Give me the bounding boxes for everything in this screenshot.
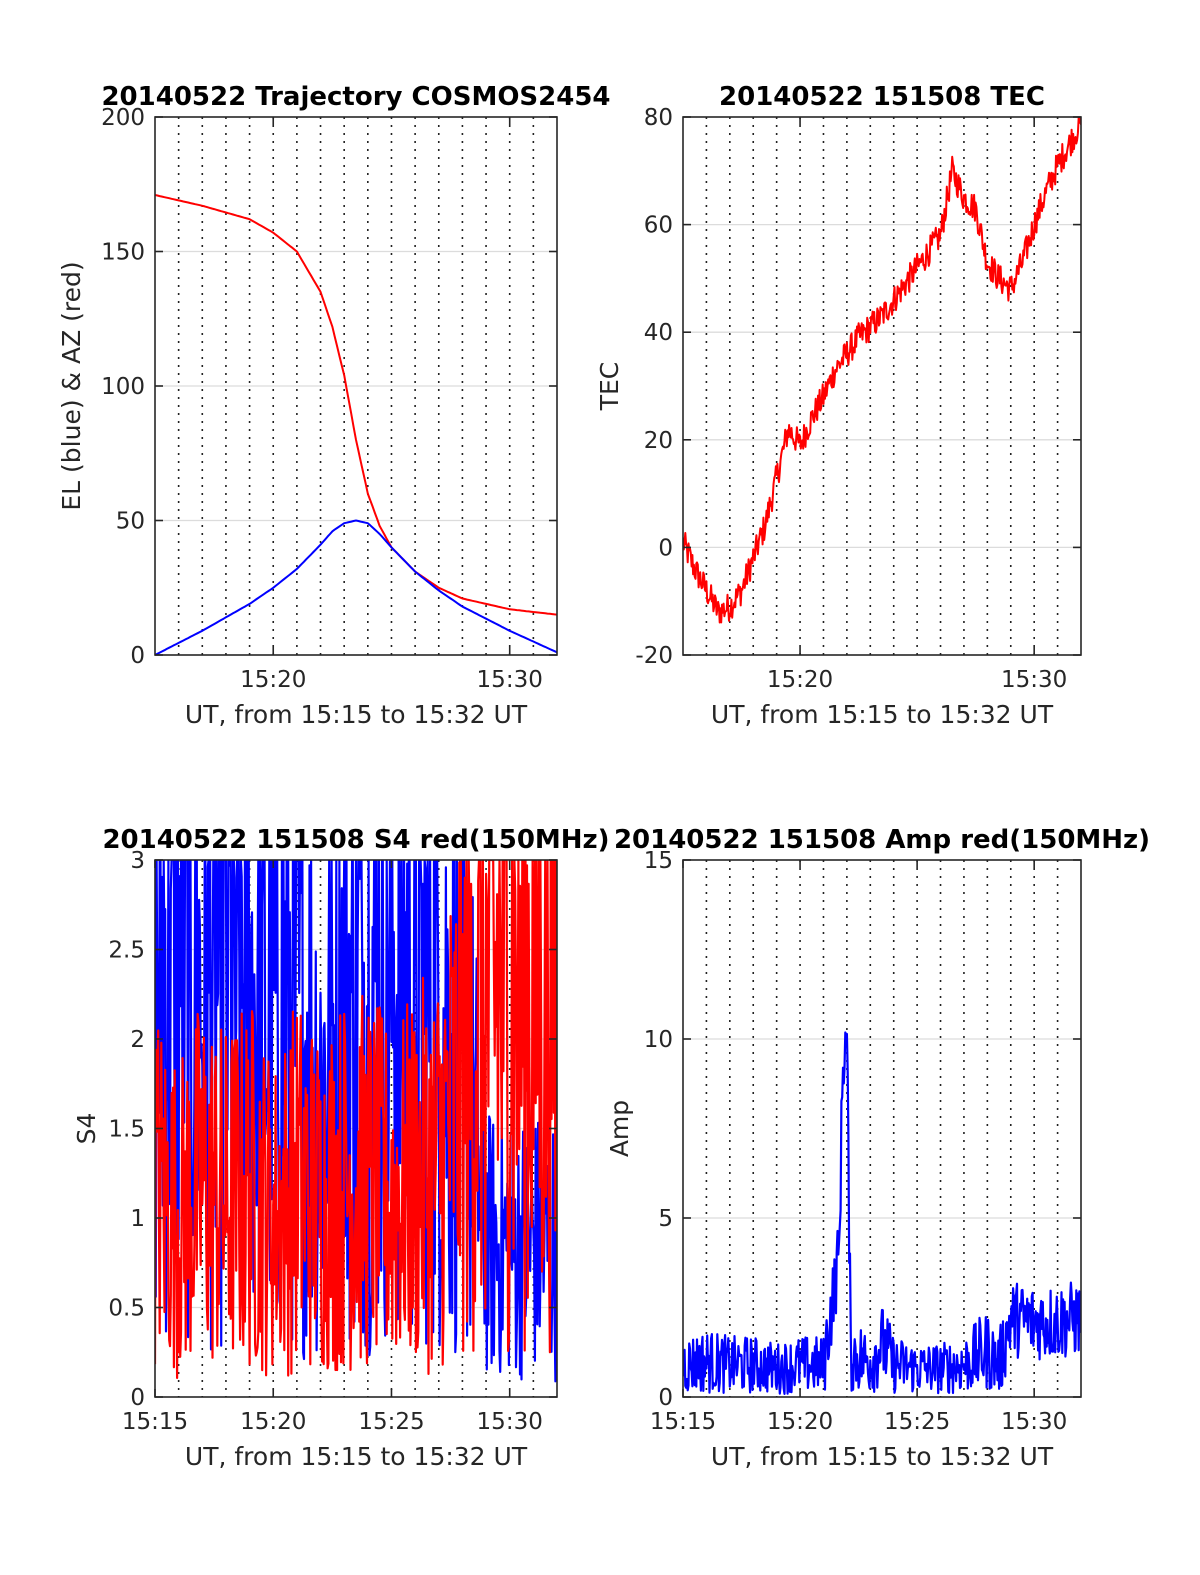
chart-title: 20140522 151508 Amp red(150MHz) bbox=[614, 825, 1150, 855]
y-axis-label: S4 bbox=[72, 1113, 101, 1145]
y-tick-label: 40 bbox=[644, 320, 673, 346]
y-tick-label: 0.5 bbox=[108, 1296, 145, 1322]
axes-frame bbox=[682, 116, 1082, 656]
x-tick-label: 15:15 bbox=[650, 1409, 716, 1435]
y-tick-label: 60 bbox=[644, 213, 673, 239]
y-tick-label: 200 bbox=[101, 105, 145, 131]
y-tick-label: 0 bbox=[658, 1385, 673, 1411]
plot-area bbox=[683, 117, 1081, 624]
x-tick-label: 15:20 bbox=[240, 667, 306, 693]
chart-title: 20140522 151508 S4 red(150MHz) bbox=[102, 825, 609, 855]
series-line-2 bbox=[155, 519, 557, 655]
panel-amp: 0 5 10 15 15:15 15:20 15:25 15:30 20140522 15150… bbox=[605, 825, 1150, 1471]
y-tick-label: 2.5 bbox=[108, 938, 145, 964]
plot-area bbox=[155, 194, 557, 655]
y-tick-label: 0 bbox=[658, 535, 673, 561]
x-tick-label: 15:30 bbox=[1001, 1409, 1067, 1435]
x-tick-label: 15:30 bbox=[1001, 667, 1067, 693]
y-tick-label: 0 bbox=[130, 643, 145, 669]
y-tick-label: 3 bbox=[130, 848, 145, 874]
panel-s4: 0 0.5 1 1.5 2 2.5 3 15:15 15:20 15:25 15:30 2014052… bbox=[72, 825, 610, 1471]
y-tick-label: 5 bbox=[658, 1206, 673, 1232]
y-tick-label: 50 bbox=[116, 509, 145, 535]
x-axis-label: UT, from 15:15 to 15:32 UT bbox=[711, 1442, 1054, 1471]
series-line-1 bbox=[155, 860, 557, 1383]
y-tick-label: -20 bbox=[635, 643, 673, 669]
panel-tec: -20 0 20 40 60 80 15:20 15:30 20140522 151508 TE… bbox=[595, 82, 1082, 729]
x-tick-label: 15:15 bbox=[122, 1409, 188, 1435]
y-axis-label: TEC bbox=[595, 362, 624, 412]
x-axis-label: UT, from 15:15 to 15:32 UT bbox=[185, 1442, 528, 1471]
plot-area bbox=[683, 1031, 1081, 1395]
y-tick-label: 2 bbox=[130, 1027, 145, 1053]
series-line-2 bbox=[155, 860, 557, 1379]
y-axis-label: Amp bbox=[605, 1100, 634, 1157]
chart-title: 20140522 151508 TEC bbox=[719, 82, 1045, 112]
y-axis-label: EL (blue) & AZ (red) bbox=[57, 261, 86, 510]
x-tick-label: 15:30 bbox=[477, 1409, 543, 1435]
chart-title: 20140522 Trajectory COSMOS2454 bbox=[101, 82, 610, 112]
x-tick-label: 15:30 bbox=[477, 667, 543, 693]
y-tick-label: 150 bbox=[101, 240, 145, 266]
y-tick-label: 80 bbox=[644, 105, 673, 131]
x-axis-label: UT, from 15:15 to 15:32 UT bbox=[185, 700, 528, 729]
x-tick-label: 15:25 bbox=[884, 1409, 950, 1435]
x-axis-label: UT, from 15:15 to 15:32 UT bbox=[711, 700, 1054, 729]
x-tick-label: 15:20 bbox=[767, 1409, 833, 1435]
y-tick-label: 20 bbox=[644, 428, 673, 454]
y-tick-label: 15 bbox=[644, 848, 673, 874]
y-tick-label: 1.5 bbox=[108, 1117, 145, 1143]
x-tick-label: 15:20 bbox=[767, 667, 833, 693]
y-tick-label: 1 bbox=[130, 1206, 145, 1232]
x-tick-label: 15:20 bbox=[240, 1409, 306, 1435]
y-tick-label: 10 bbox=[644, 1027, 673, 1053]
panel-trajectory: 0 50 100 150 200 15:20 15:30 20140522 Trajector… bbox=[57, 82, 611, 729]
series-line-1 bbox=[683, 117, 1081, 624]
series-line-1 bbox=[155, 194, 557, 616]
axes-frame bbox=[682, 859, 1082, 1398]
plot-area bbox=[155, 860, 557, 1383]
y-tick-label: 0 bbox=[130, 1385, 145, 1411]
y-tick-label: 100 bbox=[101, 374, 145, 400]
x-tick-label: 15:25 bbox=[358, 1409, 424, 1435]
series-line-1 bbox=[683, 1031, 1081, 1395]
